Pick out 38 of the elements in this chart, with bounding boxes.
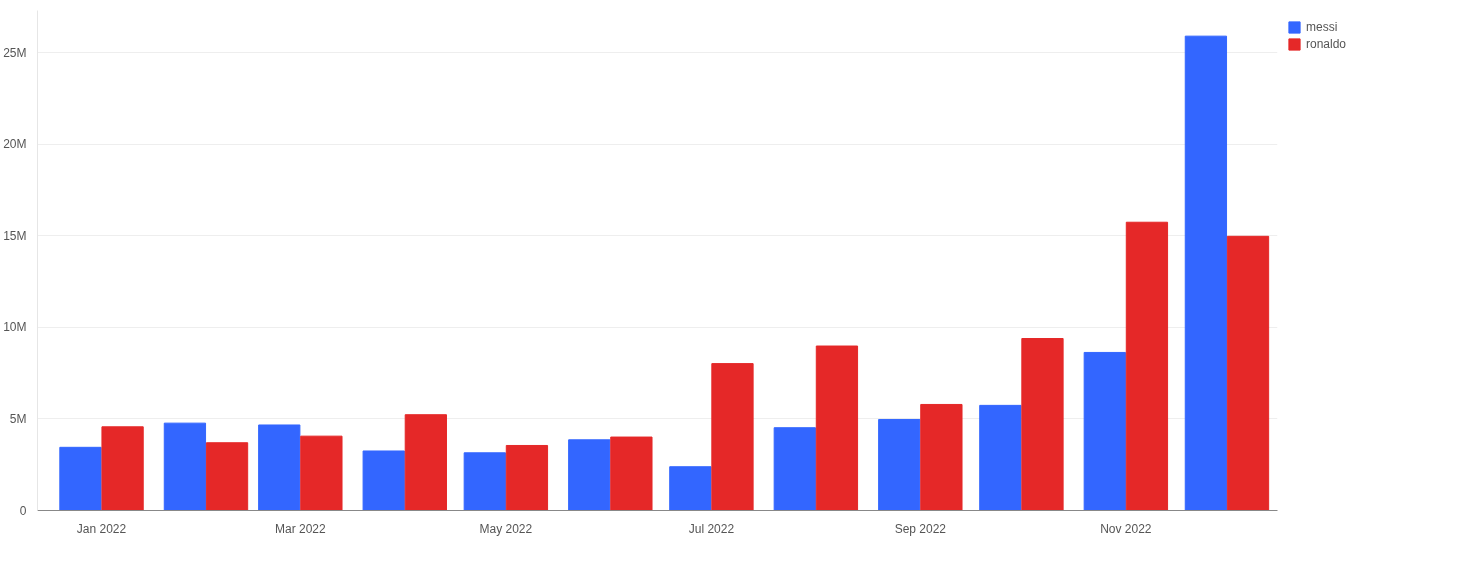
bar (59, 446, 102, 511)
bar (1226, 235, 1270, 511)
bar (404, 414, 447, 511)
bar (878, 418, 921, 511)
bar (1083, 351, 1126, 511)
legend-label: ronaldo (1306, 37, 1347, 51)
bar (258, 424, 301, 511)
bar (362, 450, 405, 511)
y-tick-label: 0 (19, 503, 27, 518)
bar (920, 403, 963, 511)
y-tick-label: 15M (3, 228, 27, 243)
bar (1125, 221, 1169, 511)
legend-label: messi (1306, 20, 1338, 34)
x-tick-label: Sep 2022 (894, 521, 947, 536)
bar (979, 404, 1022, 511)
bar (300, 435, 343, 511)
y-tick-label: 5M (9, 411, 27, 426)
bar (205, 442, 249, 511)
bar (815, 345, 859, 511)
x-tick-label: Jan 2022 (76, 521, 127, 536)
x-tick-label: Mar 2022 (274, 521, 326, 536)
bar (773, 427, 816, 511)
y-tick-label: 10M (3, 320, 27, 335)
y-tick-label: 20M (3, 137, 27, 152)
x-tick-label: Jul 2022 (688, 521, 735, 536)
y-tick-label: 25M (3, 45, 27, 60)
bar (163, 422, 207, 511)
bar (1184, 35, 1228, 511)
bar (101, 426, 144, 511)
bar (610, 436, 653, 511)
bar (1021, 338, 1064, 511)
x-tick-label: May 2022 (479, 521, 533, 536)
bar (568, 439, 611, 511)
x-tick-label: Nov 2022 (1100, 521, 1152, 536)
bar (669, 466, 712, 511)
bar (711, 363, 754, 511)
bar (463, 452, 506, 511)
bar (505, 444, 549, 511)
